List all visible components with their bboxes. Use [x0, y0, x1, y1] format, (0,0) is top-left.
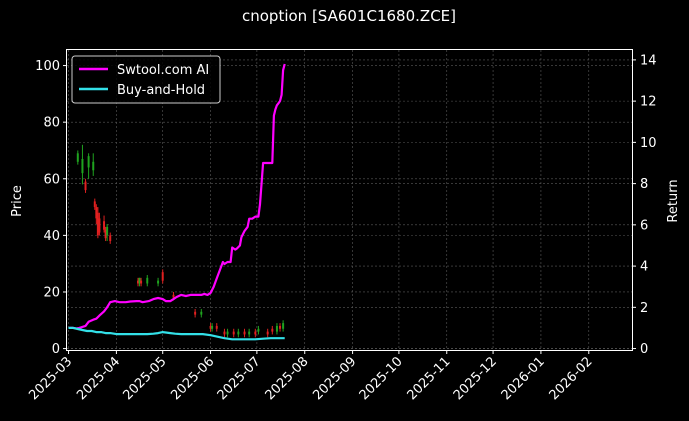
candle-body — [95, 207, 98, 219]
candle-body — [282, 323, 285, 329]
candle-body — [266, 331, 269, 335]
candle-body — [237, 331, 240, 335]
candle-body — [271, 328, 274, 332]
y-tick-label: 20 — [43, 285, 60, 300]
left-y-axis: 0 20 40 60 80 100 — [35, 59, 67, 357]
candle-body — [106, 226, 109, 236]
candle-body — [161, 272, 164, 281]
price-candles — [76, 144, 285, 338]
candle-body — [98, 218, 101, 233]
chart-title: cnoption [SA601C1680.ZCE] — [242, 7, 456, 25]
candle-body — [215, 325, 218, 329]
candle-body — [223, 331, 226, 335]
y2-tick-label: 12 — [640, 95, 657, 110]
candle-body — [226, 331, 229, 335]
candle-body — [104, 229, 107, 239]
candle-body — [137, 280, 140, 284]
candle-body — [84, 181, 87, 191]
candle-body — [279, 325, 282, 329]
y-tick-label: 100 — [35, 59, 60, 74]
candle-body — [92, 161, 95, 171]
plot-frame — [66, 49, 633, 351]
y-axis-label: Price — [10, 185, 25, 217]
y2-tick-label: 14 — [640, 53, 657, 68]
y2-tick-label: 6 — [640, 218, 648, 233]
candle-body — [172, 294, 175, 298]
candle-body — [87, 156, 90, 168]
candle-body — [232, 331, 235, 335]
y2-tick-label: 8 — [640, 177, 648, 192]
y-tick-label: 80 — [43, 116, 60, 131]
candle-body — [209, 325, 212, 329]
legend-box — [71, 55, 221, 104]
candle-body — [211, 325, 214, 329]
legend-label-benchmark: Buy-and-Hold — [117, 83, 205, 98]
y-tick-label: 40 — [43, 229, 60, 244]
candle-body — [96, 212, 99, 236]
y2-tick-label: 10 — [640, 136, 657, 151]
candle-body — [109, 235, 112, 242]
candle-body — [275, 325, 278, 332]
candle-body — [257, 328, 260, 332]
candle-body — [248, 331, 251, 335]
buy-and-hold-return-line — [68, 326, 285, 341]
legend: Swtool.com AI Buy-and-Hold — [71, 55, 221, 104]
candle-body — [243, 331, 246, 335]
candle-body — [254, 331, 257, 335]
candle-body — [138, 277, 141, 284]
y2-tick-label: 4 — [640, 260, 648, 275]
candle-body — [81, 158, 84, 174]
candle-body — [194, 311, 197, 315]
candle-body — [140, 280, 143, 284]
strategy-return-line — [68, 63, 286, 330]
y2-tick-label: 0 — [640, 342, 648, 357]
right-y-axis: 0 2 4 6 8 10 12 14 — [632, 53, 657, 357]
legend-label-strategy: Swtool.com AI — [117, 63, 209, 78]
right-y-axis-label: Return — [666, 179, 681, 222]
candle-body — [157, 280, 160, 284]
candle-body — [103, 221, 106, 230]
y2-tick-label: 2 — [640, 301, 648, 316]
return-lines — [68, 63, 286, 341]
candle-body — [200, 311, 203, 315]
y-tick-label: 60 — [43, 172, 60, 187]
candle-body — [76, 153, 79, 162]
candle-body — [93, 201, 96, 208]
candle-body — [146, 277, 149, 284]
y-tick-label: 0 — [52, 342, 60, 357]
